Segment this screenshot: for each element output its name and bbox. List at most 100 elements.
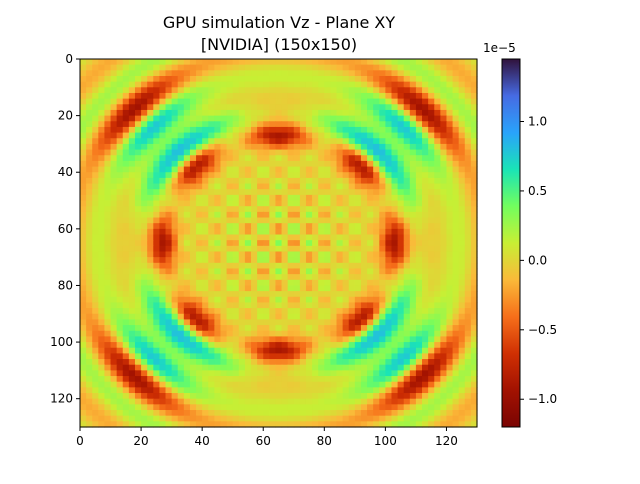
chart-subtitle: [NVIDIA] (150x150): [201, 35, 357, 54]
heatmap-cell: [428, 415, 435, 422]
heatmap-cell: [177, 194, 185, 202]
heatmap-cell: [470, 211, 478, 219]
heatmap-cell: [98, 98, 106, 105]
heatmap-cell: [391, 172, 399, 179]
heatmap-cell: [293, 359, 301, 366]
heatmap-cell: [452, 189, 460, 196]
heatmap-cell: [422, 143, 429, 151]
heatmap-cell: [330, 393, 338, 400]
heatmap-cell: [434, 98, 441, 105]
heatmap-cell: [312, 126, 319, 134]
heatmap-cell: [367, 364, 374, 371]
heatmap-cell: [183, 325, 191, 332]
heatmap-cell: [434, 262, 441, 270]
heatmap-cell: [452, 279, 460, 287]
heatmap-cell: [281, 59, 289, 66]
heatmap-cell: [287, 313, 295, 321]
heatmap-cell: [446, 189, 454, 196]
heatmap-cell: [226, 228, 234, 236]
heatmap-cell: [324, 200, 332, 207]
heatmap-cell: [189, 274, 197, 281]
heatmap-cell: [153, 342, 160, 349]
heatmap-cell: [452, 234, 460, 241]
heatmap-cell: [220, 410, 228, 417]
heatmap-cell: [171, 194, 179, 202]
heatmap-cell: [116, 59, 124, 66]
heatmap-cell: [208, 336, 215, 343]
heatmap-cell: [104, 410, 112, 417]
heatmap-cell: [287, 308, 295, 315]
heatmap-cell: [354, 126, 362, 134]
heatmap-cell: [391, 143, 399, 151]
heatmap-cell: [86, 353, 93, 360]
heatmap-cell: [171, 387, 179, 394]
heatmap-cell: [214, 296, 222, 304]
heatmap-cell: [367, 285, 374, 292]
heatmap-cell: [434, 87, 441, 94]
heatmap-cell: [104, 285, 112, 292]
heatmap-cell: [422, 421, 429, 428]
heatmap-cell: [238, 75, 246, 83]
heatmap-cell: [287, 59, 295, 66]
heatmap-cell: [92, 87, 99, 94]
heatmap-cell: [403, 308, 411, 315]
heatmap-cell: [214, 109, 222, 117]
heatmap-cell: [110, 115, 118, 122]
heatmap-cell: [159, 104, 167, 111]
heatmap-cell: [226, 155, 234, 162]
heatmap-cell: [281, 359, 289, 366]
heatmap-cell: [214, 268, 222, 275]
heatmap-cell: [446, 143, 454, 151]
heatmap-cell: [238, 257, 246, 264]
heatmap-cell: [403, 183, 411, 190]
heatmap-cell: [153, 370, 160, 377]
heatmap-cell: [165, 149, 173, 156]
heatmap-cell: [446, 64, 454, 71]
heatmap-cell: [134, 177, 142, 185]
heatmap-cell: [318, 109, 325, 117]
heatmap-cell: [428, 228, 435, 236]
heatmap-cell: [336, 64, 344, 71]
heatmap-cell: [452, 370, 460, 377]
heatmap-cell: [287, 330, 295, 338]
heatmap-cell: [312, 398, 319, 405]
heatmap-cell: [428, 336, 435, 343]
heatmap-cell: [147, 92, 154, 100]
heatmap-cell: [269, 410, 277, 417]
heatmap-cell: [342, 296, 350, 304]
heatmap-cell: [379, 75, 386, 83]
heatmap-cell: [141, 240, 148, 247]
heatmap-cell: [422, 410, 429, 417]
heatmap-cell: [422, 285, 429, 292]
heatmap-cell: [141, 336, 148, 343]
heatmap-cell: [379, 64, 386, 71]
heatmap-cell: [116, 223, 124, 230]
heatmap-cell: [312, 262, 319, 270]
heatmap-cell: [263, 251, 270, 258]
heatmap-cell: [251, 347, 258, 354]
heatmap-cell: [422, 75, 429, 83]
heatmap-cell: [342, 228, 350, 236]
heatmap-cell: [397, 393, 405, 400]
heatmap-cell: [367, 262, 374, 270]
heatmap-cell: [305, 149, 313, 156]
heatmap-cell: [244, 313, 252, 321]
heatmap-cell: [293, 217, 301, 224]
heatmap-cell: [299, 64, 307, 71]
heatmap-cell: [318, 177, 325, 185]
heatmap-cell: [275, 64, 283, 71]
heatmap-cell: [86, 75, 93, 83]
heatmap-cell: [354, 183, 362, 190]
heatmap-cell: [141, 183, 148, 190]
heatmap-cell: [238, 115, 246, 122]
heatmap-cell: [238, 370, 246, 377]
heatmap-cell: [226, 87, 234, 94]
heatmap-cell: [409, 342, 417, 349]
heatmap-cell: [171, 126, 179, 134]
heatmap-cell: [324, 75, 332, 83]
heatmap-cell: [189, 211, 197, 219]
heatmap-cell: [275, 370, 283, 377]
heatmap-cell: [232, 393, 240, 400]
heatmap-cell: [287, 126, 295, 134]
heatmap-cell: [428, 319, 435, 326]
